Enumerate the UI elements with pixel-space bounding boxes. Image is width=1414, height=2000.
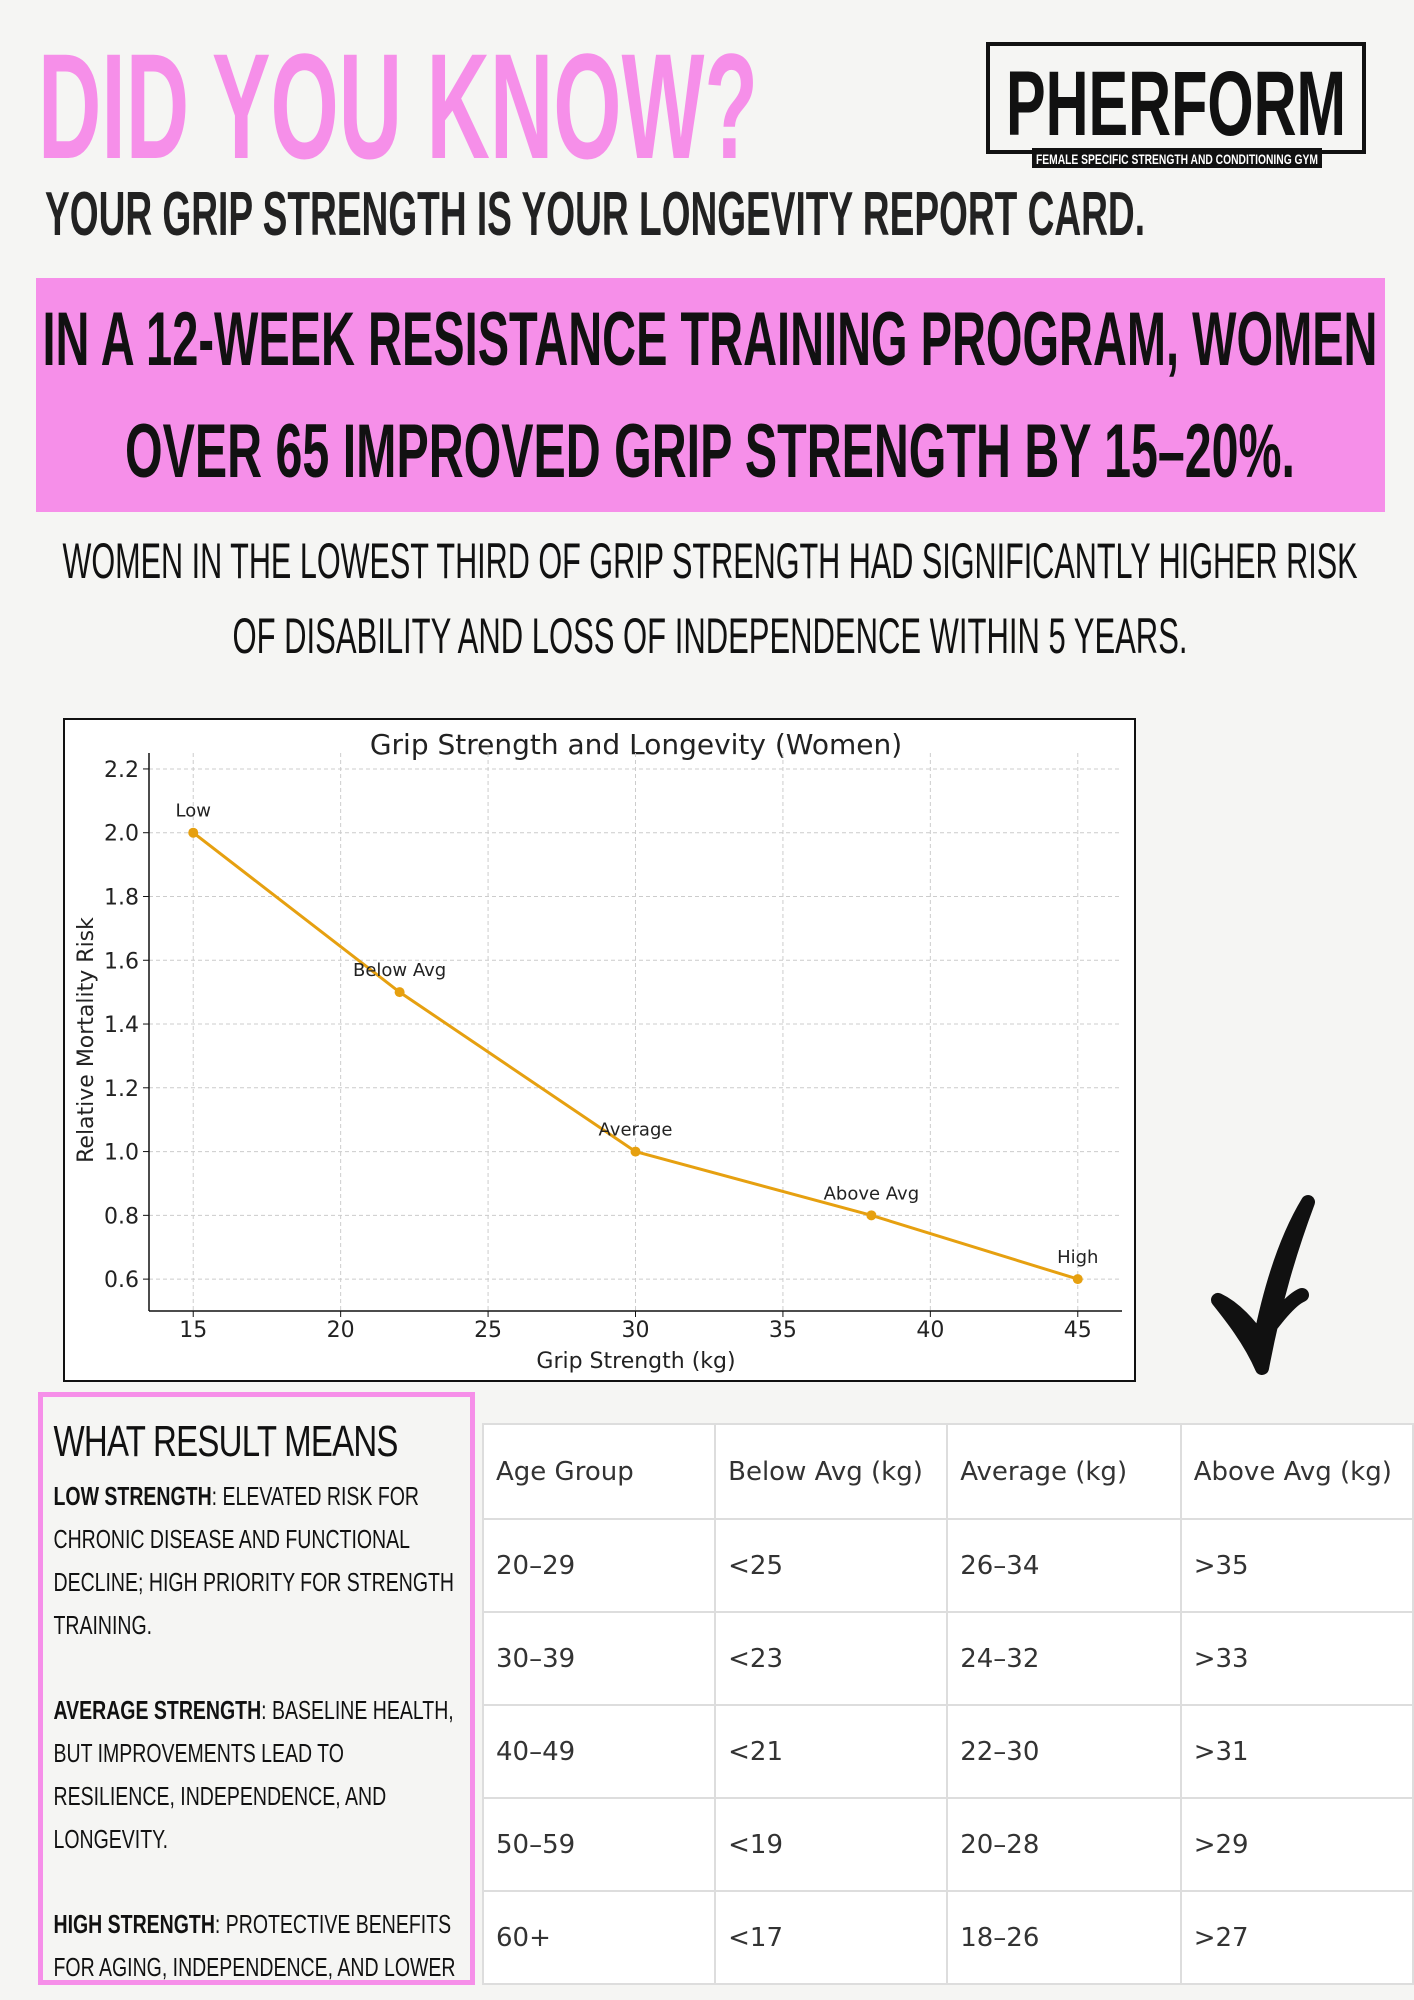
y-tick-label: 1.6 bbox=[104, 949, 139, 974]
table-cell: 20–28 bbox=[946, 1797, 1182, 1892]
logo-bar bbox=[1032, 148, 1322, 168]
table-cell: >27 bbox=[1179, 1890, 1414, 1985]
results-panel: WHAT RESULT MEANS LOW STRENGTH: ELEVATED… bbox=[38, 1392, 475, 1985]
finding-line: OF DISABILITY AND LOSS OF INDEPENDENCE W… bbox=[233, 608, 1188, 664]
data-point bbox=[188, 827, 199, 838]
table-cell: 50–59 bbox=[481, 1797, 717, 1892]
table-row: 40–49 <21 22–30 >31 bbox=[481, 1704, 1414, 1799]
table-cell: Above Avg (kg) bbox=[1179, 1423, 1414, 1520]
result-lead: AVERAGE STRENGTH bbox=[53, 1695, 262, 1725]
x-axis-label: Grip Strength (kg) bbox=[536, 1349, 735, 1374]
logo-name: PHERFORM bbox=[1006, 53, 1346, 155]
table-cell: 18–26 bbox=[946, 1890, 1182, 1985]
result-item: HIGH STRENGTH: PROTECTIVE BENEFITS FOR A… bbox=[53, 1903, 459, 1982]
table-cell: <21 bbox=[714, 1704, 949, 1799]
data-point bbox=[394, 987, 405, 998]
y-tick-label: 1.8 bbox=[104, 885, 139, 910]
table-cell: Average (kg) bbox=[946, 1423, 1182, 1520]
table-cell: >29 bbox=[1179, 1797, 1414, 1892]
finding-line: WOMEN IN THE LOWEST THIRD OF GRIP STRENG… bbox=[63, 533, 1358, 589]
table-header: Age Group Below Avg (kg) Average (kg) Above… bbox=[481, 1423, 1414, 1520]
result-item: LOW STRENGTH: ELEVATED RISK FOR CHRONIC … bbox=[54, 1475, 459, 1647]
data-point bbox=[866, 1210, 877, 1221]
callout-line: IN A 12-WEEK RESISTANCE TRAINING PROGRAM… bbox=[43, 297, 1378, 382]
x-tick-label: 40 bbox=[916, 1318, 944, 1343]
callout-band bbox=[36, 278, 1385, 512]
table-row: 60+ <17 18–26 >27 bbox=[481, 1890, 1414, 1985]
y-tick-label: 2.2 bbox=[104, 758, 139, 783]
y-tick-label: 0.8 bbox=[104, 1204, 139, 1229]
table-cell: 40–49 bbox=[481, 1704, 717, 1799]
y-tick-label: 1.2 bbox=[104, 1077, 139, 1102]
table-cell: >31 bbox=[1179, 1704, 1414, 1799]
callout-line: OVER 65 IMPROVED GRIP STRENGTH BY 15–20%… bbox=[125, 409, 1295, 494]
header: DID YOU KNOW? PHERFORM FEMALE SPECIFIC S… bbox=[36, 22, 1385, 664]
point-label: High bbox=[1057, 1247, 1098, 1268]
table-cell: Age Group bbox=[481, 1423, 717, 1520]
table-cell: <23 bbox=[714, 1611, 949, 1706]
grip-table: Age Group Below Avg (kg) Average (kg) Above… bbox=[481, 1423, 1414, 1985]
result-lead: HIGH STRENGTH bbox=[53, 1909, 215, 1939]
table-cell: 26–34 bbox=[946, 1518, 1182, 1613]
table-row: 50–59 <19 20–28 >29 bbox=[481, 1797, 1414, 1892]
chart: Grip Strength and Longevity (Women) Grip… bbox=[63, 718, 1136, 1382]
y-tick-label: 2.0 bbox=[104, 822, 139, 847]
table-cell: <25 bbox=[714, 1518, 949, 1613]
result-text: : PROTECTIVE BENEFITS FOR AGING, INDEPEN… bbox=[53, 1909, 456, 1982]
point-label: Below Avg bbox=[353, 960, 446, 981]
result-text: : BASELINE HEALTH, BUT IMPROVEMENTS LEAD… bbox=[53, 1695, 454, 1854]
y-axis-label: Relative Mortality Risk bbox=[74, 917, 99, 1163]
table-row: 30–39 <23 24–32 >33 bbox=[481, 1611, 1414, 1706]
arrow-icon bbox=[1211, 1195, 1315, 1375]
y-tick-label: 1.0 bbox=[104, 1141, 139, 1166]
results-title: WHAT RESULT MEANS bbox=[53, 1417, 399, 1466]
x-tick-label: 35 bbox=[769, 1318, 797, 1343]
x-tick-label: 15 bbox=[179, 1318, 207, 1343]
point-label: Above Avg bbox=[824, 1183, 920, 1204]
result-item: AVERAGE STRENGTH: BASELINE HEALTH, BUT I… bbox=[54, 1689, 459, 1861]
table-cell: <19 bbox=[714, 1797, 949, 1892]
table-cell: 22–30 bbox=[946, 1704, 1182, 1799]
table-cell: Below Avg (kg) bbox=[714, 1423, 949, 1520]
subheadline: YOUR GRIP STRENGTH IS YOUR LONGEVITY REP… bbox=[45, 180, 1145, 249]
chart-frame bbox=[63, 718, 1136, 1382]
table-cell: >33 bbox=[1179, 1611, 1414, 1706]
table-cell: >35 bbox=[1179, 1518, 1414, 1613]
y-tick-label: 0.6 bbox=[104, 1268, 139, 1293]
table-cell: 24–32 bbox=[946, 1611, 1182, 1706]
y-tick-label: 1.4 bbox=[104, 1013, 139, 1038]
result-lead: LOW STRENGTH bbox=[53, 1481, 212, 1511]
x-tick-label: 30 bbox=[622, 1318, 650, 1343]
data-point bbox=[1072, 1274, 1083, 1285]
x-tick-label: 25 bbox=[474, 1318, 502, 1343]
x-tick-label: 45 bbox=[1064, 1318, 1092, 1343]
table-cell: <17 bbox=[714, 1890, 949, 1985]
table-cell: 30–39 bbox=[481, 1611, 717, 1706]
logo-tagline: FEMALE SPECIFIC STRENGTH AND CONDITIONIN… bbox=[1036, 151, 1318, 167]
table-row: 20–29 <25 26–34 >35 bbox=[481, 1518, 1414, 1613]
point-label: Low bbox=[176, 801, 211, 822]
table-cell: 20–29 bbox=[481, 1518, 717, 1613]
table-cell: 60+ bbox=[481, 1890, 717, 1985]
results-inner: WHAT RESULT MEANS LOW STRENGTH: ELEVATED… bbox=[43, 1397, 459, 1982]
point-label: Average bbox=[599, 1120, 673, 1141]
headline: DID YOU KNOW? bbox=[38, 22, 758, 190]
x-tick-label: 20 bbox=[327, 1318, 355, 1343]
data-point bbox=[630, 1146, 641, 1157]
result-text: : ELEVATED RISK FOR CHRONIC DISEASE AND … bbox=[53, 1481, 455, 1640]
